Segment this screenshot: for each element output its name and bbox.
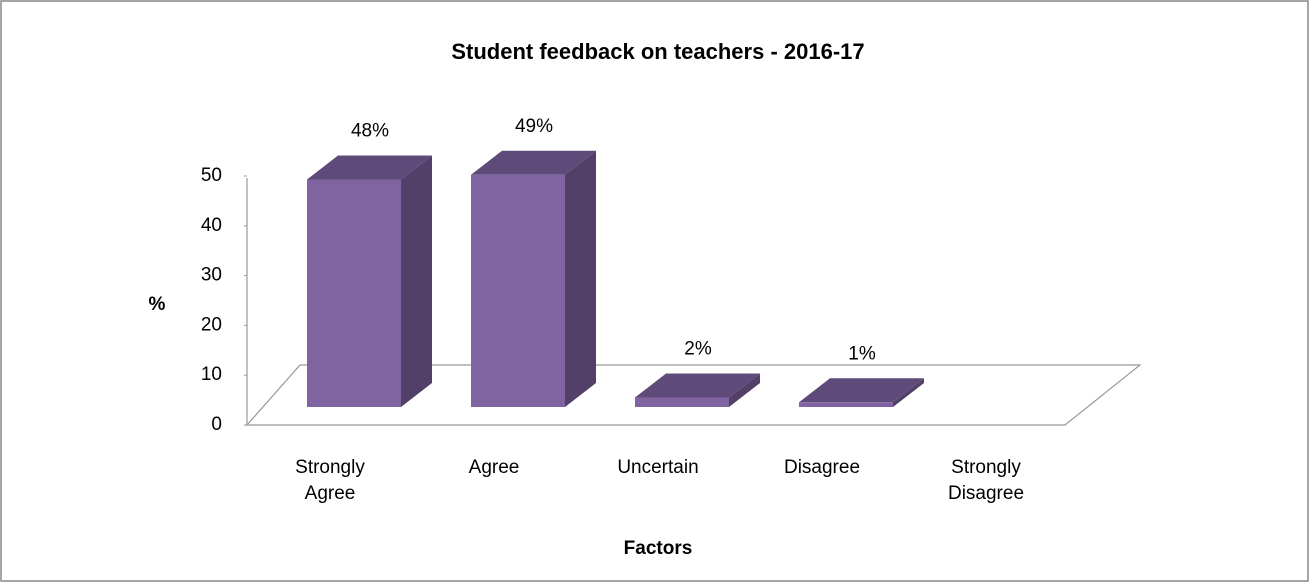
y-tick-label: 50: [201, 165, 222, 186]
bar-top: [799, 378, 924, 403]
bar: [307, 179, 401, 407]
x-tick-label: Agree: [468, 457, 520, 478]
x-tick-label: Disagree: [783, 457, 861, 478]
data-label: 2%: [684, 339, 712, 360]
y-axis-label: %: [149, 294, 166, 315]
bar: [799, 402, 893, 407]
bar-top: [307, 155, 432, 180]
data-label: 1%: [848, 343, 876, 364]
bar-side: [729, 373, 760, 407]
x-tick-label: Strongly Agree: [295, 457, 365, 504]
y-tick-label: 0: [211, 414, 222, 435]
y-tick-label: 20: [201, 314, 222, 335]
x-axis-label: Factors: [624, 538, 693, 559]
x-tick-label: Uncertain: [617, 457, 699, 478]
bar-side: [401, 155, 432, 407]
bar: [471, 174, 565, 407]
y-tick-label: 30: [201, 265, 222, 286]
floor: [245, 364, 1142, 426]
bar-side: [565, 150, 596, 408]
chart-title: Student feedback on teachers - 2016-17: [451, 39, 864, 64]
bar: [635, 397, 729, 407]
bar-side: [893, 378, 924, 407]
data-label: 49%: [515, 116, 553, 137]
bar-top: [635, 373, 760, 398]
bar-top: [471, 150, 596, 175]
data-label: 48%: [351, 120, 389, 141]
y-tick-label: 10: [201, 364, 222, 385]
x-tick-label: Strongly Disagree: [947, 457, 1025, 504]
y-tick-label: 40: [201, 215, 222, 236]
